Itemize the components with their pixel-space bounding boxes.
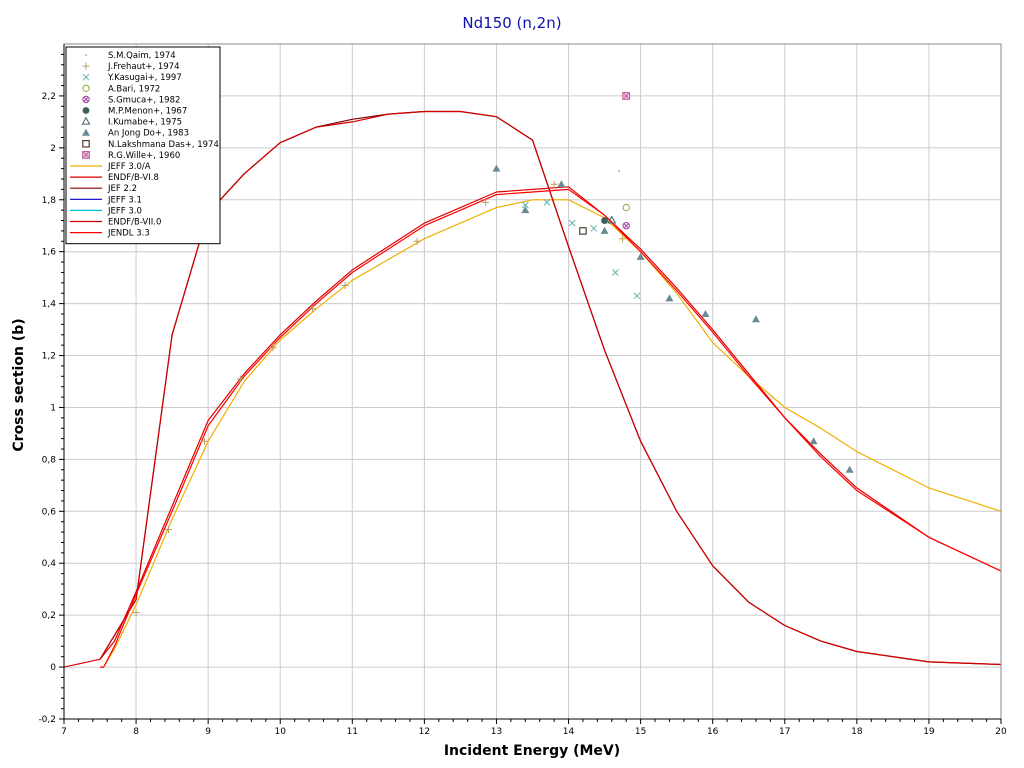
data-point-m-p-menon-1967 [601,217,608,224]
x-tick-label: 13 [491,727,502,737]
y-tick-label: 2 [50,144,56,154]
legend-label-n-lakshmana-das-1974: N.Lakshmana Das+, 1974 [108,140,219,150]
legend-label-a-bari-1972: A.Bari, 1972 [108,84,160,94]
y-tick-label: 1,2 [42,352,56,362]
legend-label-j-frehaut-1974: J.Frehaut+, 1974 [107,62,180,72]
legend-marker-s-gmuca-1982 [82,95,90,104]
x-tick-label: 19 [923,727,935,737]
data-point-y-kasugai-1997 [612,269,619,276]
legend-label-endf-b-vii-0: ENDF/B-VII.0 [108,218,161,228]
x-tick-label: 16 [707,727,719,737]
x-tick-label: 9 [205,727,211,737]
y-tick-label: -0,2 [38,715,56,725]
axes: 7 8 9 10 11 12 13 14 15 16 17 18 19 20-0,200,20,40,60… [38,43,1007,737]
data-point-s-gmuca-1982 [622,222,630,230]
x-tick-label: 7 [61,727,67,737]
data-point-j-frehaut-1974 [132,609,140,617]
legend-label-s-gmuca-1982: S.Gmuca+, 1982 [108,95,180,105]
legend-marker-s-m-qaim-1974 [85,54,87,56]
legend-marker-j-frehaut-1974 [82,62,90,70]
x-tick-label: 17 [779,727,790,737]
data-point-n-lakshmana-das-1974 [579,227,587,235]
x-tick-label: 12 [419,727,430,737]
y-tick-label: 0 [50,663,56,673]
data-point-an-jong-do-1983 [701,310,710,317]
legend-label-an-jong-do-1983: An Jong Do+, 1983 [108,129,189,139]
y-axis-label: Cross section (b) [11,318,27,451]
y-tick-label: 0,2 [42,611,56,621]
legend-marker-r-g-wille-1960 [82,151,90,159]
y-tick-label: 2,2 [42,92,56,102]
legend-label-r-g-wille-1960: R.G.Wille+, 1960 [108,151,180,161]
legend-label-i-kumabe-1975: I.Kumabe+, 1975 [108,118,182,128]
series-line-jeff-3-0-a [100,199,1002,668]
legend-label-jendl-3-3: JENDL 3.3 [107,229,150,239]
data-point-y-kasugai-1997 [521,201,529,209]
legend-marker-m-p-menon-1967 [82,107,90,114]
legend-marker-i-kumabe-1975 [81,116,91,125]
y-tick-label: 1,6 [42,248,57,258]
data-point-j-frehaut-1974 [309,305,317,313]
legend-label-jeff-3-0-a: JEFF 3.0/A [107,162,151,172]
legend-marker-y-kasugai-1997 [82,73,90,81]
data-point-an-jong-do-1983 [845,465,854,473]
y-tick-label: 1,8 [42,196,57,206]
data-point-j-frehaut-1974 [201,437,209,445]
data-point-y-kasugai-1997 [568,219,576,227]
x-tick-label: 10 [275,727,287,737]
legend-marker-an-jong-do-1983 [82,128,90,136]
data-point-an-jong-do-1983 [521,206,530,214]
series-lines [63,110,1002,668]
legend-marker-a-bari-1972 [82,84,90,93]
y-tick-label: 0,8 [42,455,57,465]
data-point-j-frehaut-1974 [482,198,490,206]
legend-label-m-p-menon-1967: M.P.Menon+, 1967 [108,107,187,117]
data-point-j-frehaut-1974 [269,344,277,352]
x-tick-label: 8 [133,727,139,737]
data-point-j-frehaut-1974 [413,237,421,245]
data-point-j-frehaut-1974 [619,235,627,243]
legend-label-s-m-qaim-1974: S.M.Qaim, 1974 [108,51,176,61]
y-tick-label: 1,4 [42,300,57,310]
x-tick-label: 14 [563,727,575,737]
series-line-endf-b-vii-0 [99,110,1002,666]
data-point-y-kasugai-1997 [590,224,598,232]
x-tick-label: 15 [635,727,646,737]
data-point-j-frehaut-1974 [341,281,349,289]
data-point-an-jong-do-1983 [809,437,818,445]
legend-label-y-kasugai-1997: Y.Kasugai+, 1997 [107,73,182,83]
chart-title: Nd150 (n,2n) [462,14,561,32]
data-point-y-kasugai-1997 [543,199,551,206]
series-markers [132,92,854,617]
x-tick-label: 20 [995,727,1007,737]
data-point-j-frehaut-1974 [237,375,245,383]
data-point-i-kumabe-1975 [607,215,617,224]
x-tick-label: 11 [347,727,358,737]
data-point-an-jong-do-1983 [600,226,609,234]
legend-label-jeff-3-1: JEFF 3.1 [107,195,142,205]
y-tick-label: 0,4 [42,559,57,569]
data-point-y-kasugai-1997 [633,292,641,300]
data-point-an-jong-do-1983 [636,252,645,260]
series-line-jendl-3-3 [100,188,1002,668]
data-point-an-jong-do-1983 [557,180,566,188]
data-point-an-jong-do-1983 [751,315,760,323]
data-point-j-frehaut-1974 [550,180,558,188]
y-tick-label: 1 [50,403,56,413]
legend-label-jef-2-2: JEF 2.2 [107,184,137,194]
x-tick-label: 18 [851,727,863,737]
data-point-j-frehaut-1974 [165,525,173,533]
data-point-s-m-qaim-1974 [618,170,620,173]
x-axis-label: Incident Energy (MeV) [444,743,620,759]
data-point-a-bari-1972 [622,203,630,212]
data-point-an-jong-do-1983 [492,164,501,172]
data-point-an-jong-do-1983 [665,294,674,302]
legend-label-jeff-3-0: JEFF 3.0 [107,206,142,216]
legend-marker-n-lakshmana-das-1974 [82,140,90,148]
data-point-r-g-wille-1960 [622,92,631,100]
y-tick-label: 0,6 [42,507,57,517]
legend-label-endf-b-vi-8: ENDF/B-VI.8 [108,173,159,183]
